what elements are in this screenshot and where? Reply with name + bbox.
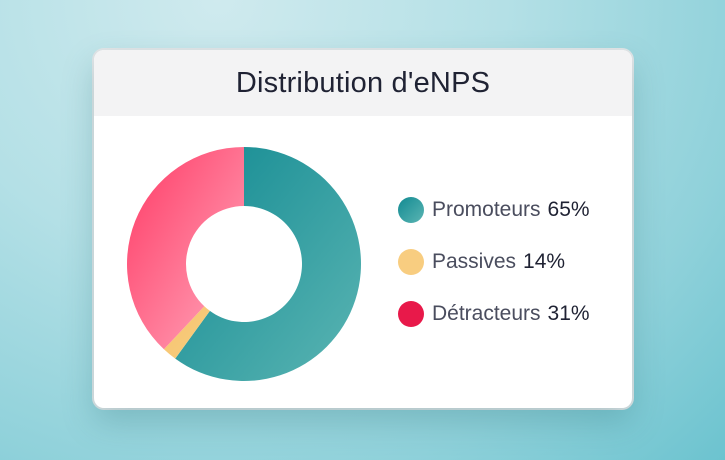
card-header: Distribution d'eNPS [94,50,632,116]
donut-slice-detracteurs [127,147,244,350]
donut-slice-promoteurs [175,147,361,381]
legend-item-passives: Passives 14% [398,249,590,275]
legend-label-promoteurs: Promoteurs [432,198,541,221]
enps-card: Distribution d'eNPS Promoteurs 65% Passi… [94,50,632,408]
legend-value-passives: 14% [523,250,566,273]
chart-title: Distribution d'eNPS [235,66,491,99]
legend-swatch-detracteurs [398,301,424,327]
donut-slice-passives [163,306,210,359]
legend-item-detracteurs: Détracteurs 31% [398,301,590,327]
donut-chart-container [126,146,362,387]
legend-swatch-promoteurs [398,197,424,223]
chart-legend: Promoteurs 65% Passives 14% Détracteurs … [398,197,590,327]
legend-label-detracteurs: Détracteurs [432,302,541,325]
legend-label-passives: Passives [432,250,517,273]
legend-value-detracteurs: 31% [547,302,590,325]
legend-swatch-passives [398,249,424,275]
donut-chart [127,147,361,381]
legend-value-promoteurs: 65% [547,198,590,221]
legend-item-promoteurs: Promoteurs 65% [398,197,590,223]
